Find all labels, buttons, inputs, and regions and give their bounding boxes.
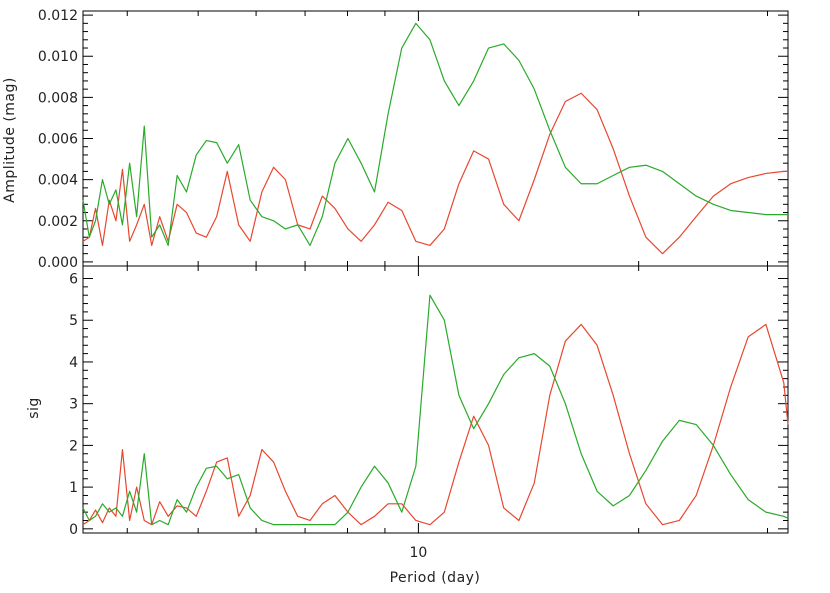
- amplitude-ytick-label: 0.008: [38, 90, 78, 106]
- amplitude-plot-frame: [82, 10, 789, 267]
- sig-ytick-label: 4: [69, 355, 78, 371]
- amplitude-ytick-label: 0.006: [38, 132, 78, 148]
- amplitude-axis-label: Amplitude (mag): [2, 77, 18, 203]
- amplitude-panel: 0.000 0.002 0.004 0.006 0.008 0.010 0.012: [38, 8, 789, 271]
- sig-ytick-label: 5: [69, 313, 78, 329]
- sig-ytick-label: 2: [69, 438, 78, 454]
- amplitude-ytick-label: 0.010: [38, 49, 78, 65]
- sig-ytick-label: 0: [69, 522, 78, 538]
- sig-ytick-label: 6: [69, 272, 78, 288]
- sig-axis-label: sig: [26, 397, 42, 419]
- amplitude-ytick-label: 0.004: [38, 173, 78, 189]
- amplitude-ytick-label: 0.002: [38, 214, 78, 230]
- amplitude-ytick-label: 0.012: [38, 8, 78, 24]
- significance-panel: 0 1 2 3 4 5 6 10: [69, 265, 789, 561]
- sig-series-line-green: [82, 294, 789, 526]
- amplitude-series-line-green: [82, 22, 788, 247]
- amplitude-series-line-red: [82, 92, 788, 255]
- amplitude-ytick-label: 0.000: [38, 255, 78, 271]
- sig-ytick-label: 1: [69, 480, 78, 496]
- period-axis-label: Period (day): [390, 570, 481, 586]
- sig-plot-frame: [82, 265, 789, 534]
- sig-ytick-label: 3: [69, 397, 78, 413]
- sig-series-line-red: [82, 323, 789, 526]
- period-xtick-label: 10: [409, 545, 427, 561]
